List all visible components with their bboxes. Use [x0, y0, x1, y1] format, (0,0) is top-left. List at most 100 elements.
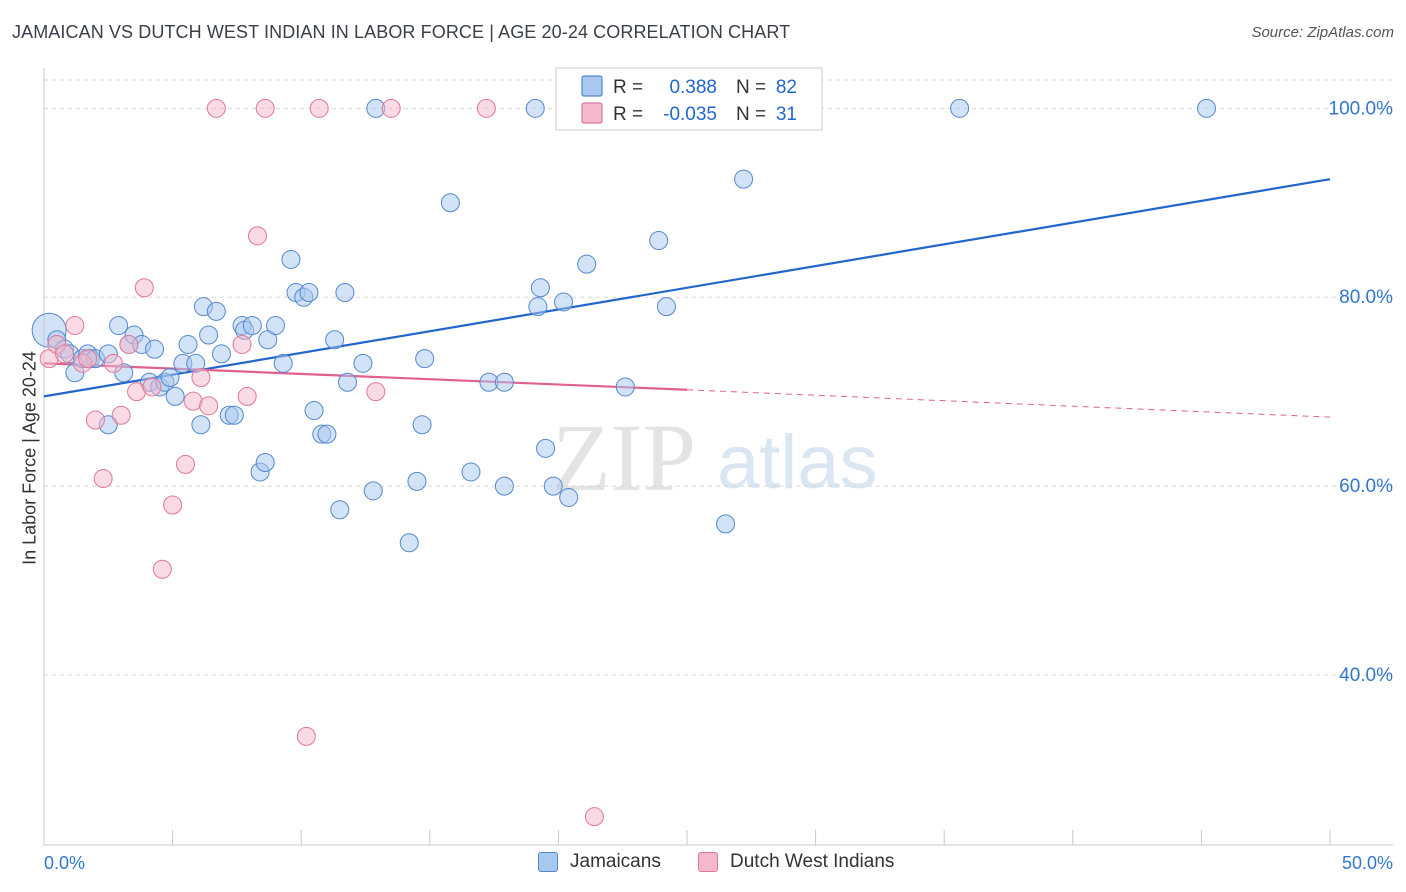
point-jamaicans-68 — [554, 292, 574, 312]
legend-r-label-1: R = — [613, 77, 643, 98]
point-jamaicans-78 — [950, 98, 970, 118]
legend-n-label-1: N = — [736, 77, 766, 98]
point-dutch-west-indians-29 — [476, 98, 496, 118]
legend-item-dutch-west-indians[interactable]: Dutch West Indians — [698, 851, 894, 873]
point-jamaicans-40 — [281, 249, 301, 269]
legend-swatch-dutch-bottom — [698, 852, 718, 872]
point-jamaicans-51 — [353, 353, 373, 373]
point-dutch-west-indians-19 — [199, 396, 219, 416]
point-jamaicans-23 — [178, 334, 198, 354]
axes — [43, 68, 1393, 846]
point-jamaicans-27 — [199, 325, 219, 345]
point-dutch-west-indians-23 — [247, 226, 267, 246]
point-jamaicans-58 — [440, 193, 460, 213]
point-jamaicans-28 — [206, 301, 226, 321]
point-dutch-west-indians-2 — [55, 344, 75, 364]
point-jamaicans-55 — [407, 471, 427, 491]
point-jamaicans-72 — [649, 231, 669, 251]
gridlines — [44, 79, 1393, 676]
point-jamaicans-38 — [265, 316, 285, 336]
point-jamaicans-74 — [716, 514, 736, 534]
legend-swatch-jamaicans-bottom — [538, 852, 558, 872]
point-jamaicans-48 — [330, 500, 350, 520]
point-jamaicans-73 — [656, 297, 676, 317]
y-tick-labels: 40.0% 60.0% 80.0% 100.0% — [1329, 98, 1394, 686]
point-jamaicans-52 — [363, 481, 383, 501]
legend-swatch-dutch-west-indians — [581, 102, 603, 124]
point-jamaicans-65 — [530, 278, 550, 298]
point-jamaicans-25 — [191, 415, 211, 435]
point-dutch-west-indians-8 — [103, 353, 123, 373]
point-dutch-west-indians-20 — [206, 98, 226, 118]
point-jamaicans-49 — [335, 283, 355, 302]
legend-n-value-2: 31 — [776, 104, 797, 125]
point-jamaicans-66 — [536, 438, 556, 458]
point-dutch-west-indians-7 — [93, 469, 113, 489]
point-dutch-west-indians-9 — [111, 405, 131, 425]
point-jamaicans-70 — [577, 254, 597, 274]
point-jamaicans-57 — [415, 349, 435, 369]
point-dutch-west-indians-26 — [309, 98, 329, 118]
point-jamaicans-31 — [224, 405, 244, 425]
chart-title: JAMAICAN VS DUTCH WEST INDIAN IN LABOR F… — [12, 22, 791, 42]
point-dutch-west-indians-27 — [366, 382, 386, 402]
point-dutch-west-indians-24 — [255, 98, 275, 118]
point-jamaicans-47 — [325, 330, 345, 350]
point-dutch-west-indians-13 — [142, 377, 162, 397]
point-jamaicans-20 — [160, 368, 180, 387]
point-jamaicans-43 — [299, 283, 319, 302]
legend-item-jamaicans[interactable]: Jamaicans — [538, 851, 661, 873]
legend-r-value-2: -0.035 — [663, 104, 717, 125]
point-jamaicans-29 — [211, 344, 231, 364]
y-tick-label-80: 80.0% — [1339, 287, 1393, 308]
point-dutch-west-indians-28 — [381, 98, 401, 118]
point-jamaicans-75 — [734, 169, 754, 189]
point-jamaicans-64 — [528, 297, 548, 317]
point-jamaicans-69 — [559, 487, 579, 507]
watermark-atlas: atlas — [717, 420, 878, 505]
trend-line-dutch-west-indians — [43, 362, 688, 391]
point-jamaicans-71 — [615, 377, 635, 397]
legend-r-value-1: 0.388 — [669, 77, 717, 98]
point-jamaicans-79 — [1197, 98, 1217, 118]
point-dutch-west-indians-12 — [134, 278, 154, 298]
point-dutch-west-indians-21 — [232, 334, 252, 354]
y-tick-label-60: 60.0% — [1339, 476, 1393, 497]
point-jamaicans-63 — [525, 98, 545, 118]
chart-source: Source: ZipAtlas.com — [1251, 24, 1394, 41]
legend-n-value-1: 82 — [776, 77, 797, 98]
stats-legend: R = 0.388 N = 82 R = -0.035 N = 31 — [555, 67, 823, 131]
point-jamaicans-62 — [494, 476, 514, 496]
x-tick-label-min: 0.0% — [44, 853, 85, 873]
point-jamaicans-46 — [317, 424, 337, 444]
y-tick-label-100: 100.0% — [1329, 98, 1394, 119]
point-dutch-west-indians-25 — [296, 726, 316, 746]
trend-lines — [43, 178, 1331, 418]
point-dutch-west-indians-5 — [78, 349, 98, 369]
point-jamaicans-44 — [304, 401, 324, 421]
point-dutch-west-indians-14 — [152, 559, 172, 579]
legend-r-label-2: R = — [613, 104, 643, 125]
point-dutch-west-indians-15 — [163, 495, 183, 515]
point-jamaicans-50 — [337, 372, 357, 392]
point-jamaicans-17 — [145, 339, 165, 359]
point-dutch-west-indians-6 — [85, 410, 105, 430]
legend-label-jamaicans: Jamaicans — [570, 851, 661, 872]
point-dutch-west-indians-10 — [119, 334, 139, 354]
legend-swatch-jamaicans — [581, 75, 603, 97]
y-tick-label-40: 40.0% — [1339, 665, 1393, 686]
point-jamaicans-54 — [399, 533, 419, 553]
point-jamaicans-21 — [165, 386, 185, 406]
trend-line-jamaicans — [43, 178, 1331, 398]
point-jamaicans-11 — [109, 316, 129, 336]
point-dutch-west-indians-30 — [584, 807, 604, 827]
point-dutch-west-indians-3 — [65, 316, 85, 336]
legend-n-label-2: N = — [736, 104, 766, 125]
point-jamaicans-59 — [461, 462, 481, 482]
x-ticks — [172, 830, 1331, 845]
legend-label-dutch-west-indians: Dutch West Indians — [730, 851, 895, 872]
point-dutch-west-indians-22 — [237, 386, 257, 406]
point-jamaicans-61 — [494, 372, 514, 392]
trend-line-extension-dutch-west-indians — [686, 389, 1331, 418]
